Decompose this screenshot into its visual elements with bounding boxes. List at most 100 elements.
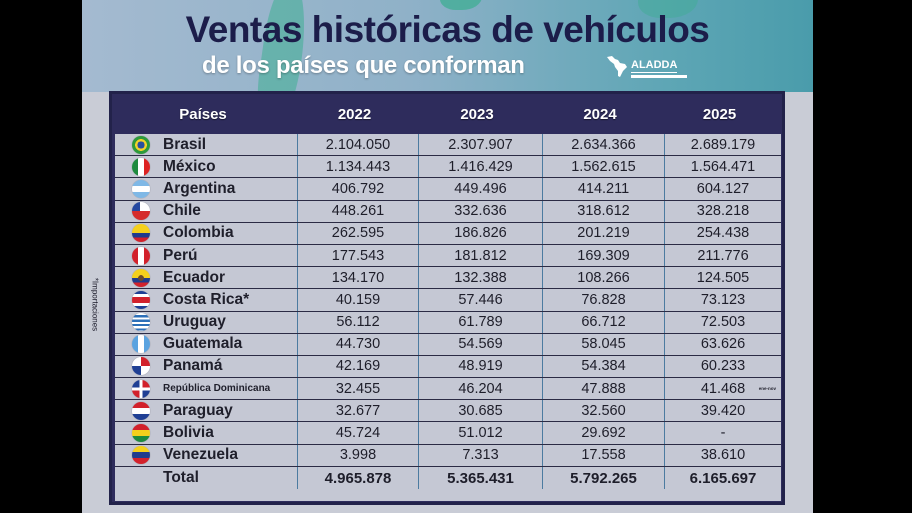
total-value-2024: 5.792.265	[542, 466, 664, 490]
value-cell-2025: 2.689.179	[664, 134, 781, 156]
cell-value: 39.420	[700, 402, 746, 419]
country-name: Colombia	[163, 224, 234, 242]
country-name: Ecuador	[163, 268, 226, 286]
value-cell-2024: 29.692	[542, 422, 664, 444]
table-row: República Dominicana 32.455 46.204 47.888 41…	[115, 378, 781, 401]
column-header-2022: 2022	[337, 105, 372, 123]
column-header-countries: Países	[179, 105, 227, 123]
dominican-republic-flag-icon	[132, 379, 150, 398]
cell-value: 56.112	[336, 314, 380, 331]
cell-value: 47.888	[581, 380, 626, 397]
table-row: Ecuador 134.170 132.388 108.266 124.505	[115, 267, 781, 290]
cell-value: 32.455	[335, 380, 381, 397]
cell-value: 262.595	[331, 225, 385, 242]
paraguay-flag-icon	[132, 401, 150, 420]
cell-value: 186.826	[454, 225, 507, 242]
table-row: Argentina 406.792 449.496 414.211 604.127	[115, 178, 781, 201]
table-header: Países 2022 2023 2024 2025	[112, 94, 782, 134]
country-cell: Argentina	[115, 178, 297, 199]
table-row: Perú 177.543 181.812 169.309 211.776	[115, 244, 781, 268]
total-value: 4.965.878	[324, 469, 392, 487]
value-cell-2025: 63.626	[664, 333, 781, 355]
value-cell-2023: 54.569	[418, 333, 542, 355]
map-decoration	[440, 0, 482, 10]
total-label-cell: Total	[115, 467, 297, 490]
value-cell-2023: 181.812	[418, 244, 542, 267]
country-cell: Chile	[115, 201, 297, 222]
footnote-label: ene-nov	[758, 386, 776, 392]
page-subtitle: de los países que conforman	[202, 52, 525, 79]
column-header-2024: 2024	[583, 105, 617, 123]
table-row: Guatemala 44.730 54.569 58.045 63.626	[115, 333, 781, 356]
uruguay-flag-icon	[132, 313, 150, 332]
logo-text: ALADDA	[631, 58, 678, 73]
value-cell-2025: 1.564.471	[664, 156, 781, 178]
cell-value: 72.503	[700, 314, 746, 331]
column-header-2025: 2025	[702, 105, 737, 123]
country-name: República Dominicana	[163, 383, 271, 395]
country-cell: Uruguay	[115, 312, 297, 333]
value-cell-2024: 47.888	[542, 378, 664, 400]
value-cell-2023: 48.919	[418, 355, 542, 378]
country-name: Venezuela	[163, 446, 238, 464]
total-value: 5.365.431	[447, 469, 514, 487]
value-cell-2022: 45.724	[297, 422, 418, 444]
cell-value: 42.169	[335, 358, 381, 375]
column-header-2023: 2023	[460, 105, 494, 123]
value-cell-2023: 61.789	[418, 311, 542, 333]
cell-value: 134.170	[331, 269, 385, 286]
country-name: Perú	[163, 246, 198, 264]
cell-value: 61.789	[458, 314, 503, 331]
value-cell-2022: 32.455	[297, 378, 418, 400]
logo-tagline	[631, 74, 687, 78]
cell-value: 60.233	[700, 358, 746, 375]
argentina-flag-icon	[132, 179, 150, 198]
cell-value: 1.134.443	[325, 158, 391, 175]
value-cell-2025: 604.127	[664, 178, 781, 200]
table-row: Costa Rica* 40.159 57.446 76.828 73.123	[115, 289, 781, 312]
value-cell-2024: 2.634.366	[542, 134, 664, 156]
value-cell-2022: 56.112	[297, 311, 418, 333]
cell-value: 44.730	[335, 336, 381, 353]
total-value: 6.165.697	[689, 469, 757, 487]
cell-value: 414.211	[577, 180, 630, 197]
value-cell-2023: 449.496	[418, 178, 542, 200]
cell-value: 54.384	[581, 358, 626, 375]
cell-value: 211.776	[697, 247, 749, 264]
value-cell-2025: 41.468 ene-nov	[664, 378, 781, 400]
value-cell-2022: 134.170	[297, 267, 418, 289]
value-cell-2022: 3.998	[297, 444, 418, 466]
latin-america-map-icon	[607, 56, 627, 77]
value-cell-2025: -	[664, 422, 781, 444]
cell-value: 32.677	[335, 402, 381, 419]
table-row: Bolivia 45.724 51.012 29.692 -	[115, 422, 781, 445]
value-cell-2024: 17.558	[542, 444, 664, 466]
cell-value: 406.792	[331, 180, 385, 197]
value-cell-2024: 318.612	[542, 200, 664, 222]
side-note-text: *Importaciones	[90, 277, 100, 332]
cell-value: 29.692	[581, 425, 626, 442]
table-row: Chile 448.261 332.636 318.612 328.218	[115, 200, 781, 223]
cell-value: 177.543	[331, 247, 385, 264]
total-value: 5.792.265	[570, 469, 637, 487]
cell-value: 328.218	[696, 203, 750, 220]
cell-value: 332.636	[454, 203, 507, 220]
country-cell: México	[115, 156, 297, 177]
cell-value: -	[720, 425, 726, 442]
country-cell: Panamá	[115, 356, 297, 377]
country-name: Chile	[163, 202, 201, 220]
cell-value: 58.045	[581, 336, 626, 353]
cell-value: 448.261	[331, 203, 385, 220]
value-cell-2025: 72.503	[664, 311, 781, 333]
value-cell-2024: 54.384	[542, 355, 664, 378]
cell-value: 40.159	[335, 291, 381, 308]
country-cell: Colombia	[115, 223, 297, 244]
value-cell-2023: 30.685	[418, 400, 542, 422]
mexico-flag-icon	[132, 157, 150, 176]
guatemala-flag-icon	[132, 335, 150, 354]
value-cell-2023: 51.012	[418, 422, 542, 444]
cell-value: 46.204	[458, 380, 503, 397]
value-cell-2024: 414.211	[542, 178, 664, 200]
country-name: Paraguay	[163, 401, 233, 419]
cell-value: 318.612	[577, 203, 630, 220]
